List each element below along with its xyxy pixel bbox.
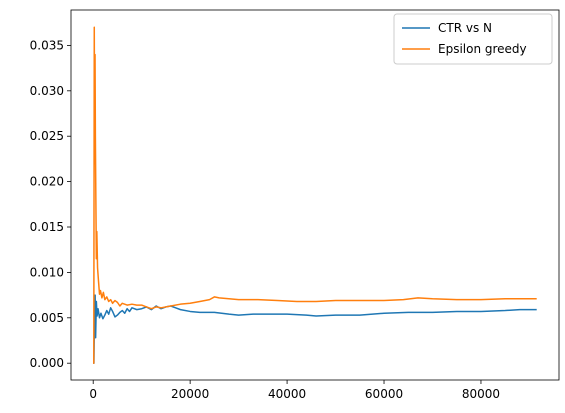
y-tick-label: 0.035 — [30, 38, 64, 52]
y-tick-label: 0.030 — [30, 84, 64, 98]
legend-label-2: Epsilon greedy — [438, 42, 527, 56]
series-line-2 — [93, 26, 537, 364]
plot-area — [71, 10, 559, 380]
y-tick-label: 0.025 — [30, 129, 64, 143]
y-axis: 0.000 0.005 0.010 0.015 0.020 0.025 0.030 0.035 — [30, 38, 71, 370]
y-tick-label: 0.015 — [30, 220, 64, 234]
legend-box — [393, 13, 553, 65]
y-tick-label: 0.020 — [30, 175, 64, 189]
x-tick-label: 20000 — [171, 387, 209, 401]
x-tick-label: 0 — [89, 387, 97, 401]
x-axis: 0 20000 40000 60000 80000 — [89, 380, 500, 401]
axes-frame — [70, 9, 560, 381]
y-tick-label: 0.005 — [30, 311, 64, 325]
y-tick-label: 0.000 — [30, 356, 64, 370]
x-tick-label: 80000 — [462, 387, 500, 401]
y-tick-label: 0.010 — [30, 265, 64, 279]
legend: CTR vs N Epsilon greedy — [393, 13, 553, 65]
legend-label-1: CTR vs N — [438, 21, 492, 35]
x-tick-label: 60000 — [365, 387, 403, 401]
series-layer — [93, 26, 537, 364]
x-tick-label: 40000 — [268, 387, 306, 401]
